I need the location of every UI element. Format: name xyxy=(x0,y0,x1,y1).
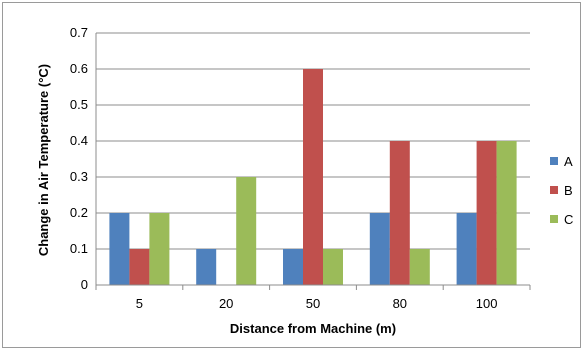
bar-c xyxy=(149,213,170,285)
bar-a xyxy=(369,213,390,285)
bar-a xyxy=(196,249,217,285)
y-tick-label: 0.5 xyxy=(70,97,88,112)
bar-b xyxy=(476,141,497,285)
x-tick-label: 5 xyxy=(136,296,143,311)
x-axis-title: Distance from Machine (m) xyxy=(230,321,396,336)
bar-c xyxy=(323,249,343,285)
bar-b xyxy=(303,69,323,285)
bar-c xyxy=(236,177,257,285)
bar-b xyxy=(129,249,150,285)
bar-a xyxy=(283,249,303,285)
bar-a xyxy=(109,213,130,285)
x-tick-label: 100 xyxy=(476,296,498,311)
bar-c xyxy=(409,249,430,285)
bar-c xyxy=(496,141,517,285)
x-tick-labels: 5 20 50 80 100 xyxy=(136,296,498,311)
legend-label-b: B xyxy=(564,183,573,198)
x-tick-label: 50 xyxy=(306,296,320,311)
x-tick-label: 80 xyxy=(393,296,407,311)
bar-chart: 0 0.1 0.2 0.3 0.4 0.5 0.6 0.7 5 20 50 80 100 Distan… xyxy=(36,25,573,336)
y-tick-label: 0.4 xyxy=(70,133,88,148)
legend: ABC xyxy=(550,154,573,227)
y-axis-title: Change in Air Temperature (°C) xyxy=(36,64,51,256)
x-tick-label: 20 xyxy=(219,296,233,311)
y-tick-labels: 0 0.1 0.2 0.3 0.4 0.5 0.6 0.7 xyxy=(70,25,88,292)
legend-swatch-b xyxy=(550,186,558,194)
legend-label-a: A xyxy=(564,154,573,169)
legend-swatch-a xyxy=(550,157,558,165)
y-tick-label: 0.6 xyxy=(70,61,88,76)
axes xyxy=(95,33,531,290)
bar-a xyxy=(456,213,477,285)
y-tick-label: 0.3 xyxy=(70,169,88,184)
bar-b xyxy=(389,141,410,285)
y-tick-label: 0.2 xyxy=(70,205,88,220)
y-tick-label: 0.1 xyxy=(70,241,88,256)
y-tick-label: 0.7 xyxy=(70,25,88,40)
chart-frame: 0 0.1 0.2 0.3 0.4 0.5 0.6 0.7 5 20 50 80 100 Distan… xyxy=(2,2,581,348)
legend-swatch-c xyxy=(550,215,558,223)
legend-label-c: C xyxy=(564,212,573,227)
y-tick-label: 0 xyxy=(81,277,88,292)
bars xyxy=(109,69,517,285)
